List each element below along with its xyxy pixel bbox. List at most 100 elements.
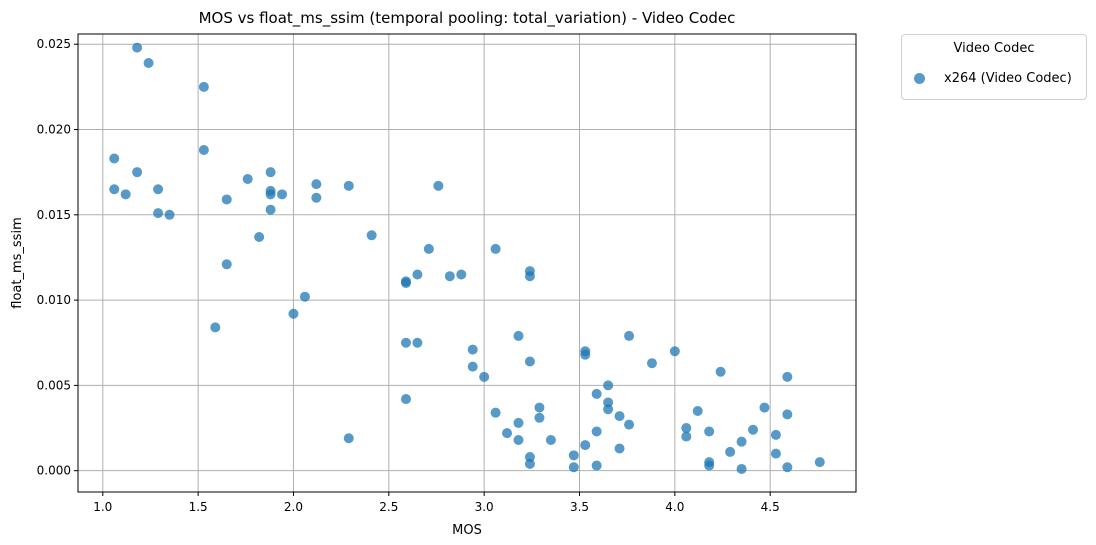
data-point [759,402,770,413]
data-point [343,180,354,191]
data-point [502,428,513,439]
data-point [580,349,591,360]
data-point [814,457,825,468]
data-point [736,463,747,474]
y-tick-label: 0.010 [37,293,71,307]
x-tick-label: 1.5 [189,500,208,514]
data-point [568,462,579,473]
x-axis-label: MOS [452,523,482,538]
data-point [580,440,591,451]
data-point [400,394,411,405]
data-point [143,57,154,68]
data-point [198,144,209,155]
x-tick-label: 1.0 [93,500,112,514]
data-point [164,209,175,220]
x-tick-label: 3.5 [570,500,589,514]
data-point [109,184,120,195]
data-point [782,462,793,473]
grid-lines [78,34,856,492]
data-point [423,243,434,254]
data-point [545,434,556,445]
data-point [109,153,120,164]
data-point [524,356,535,367]
data-point [669,346,680,357]
data-point [591,426,602,437]
data-point [299,291,310,302]
x-tick-label: 4.0 [665,500,684,514]
data-point [400,278,411,289]
y-tick-label: 0.015 [37,208,71,222]
data-point [343,433,354,444]
data-point [242,173,253,184]
y-axis-label: float_ms_ssim [10,217,25,308]
data-point [265,167,276,178]
data-point [646,358,657,369]
x-tick-label: 3.0 [475,500,494,514]
data-point [311,192,322,203]
x-tick-label: 4.5 [761,500,780,514]
data-point [265,189,276,200]
data-point [748,424,759,435]
data-point [692,405,703,416]
data-point [132,42,143,53]
data-point [704,426,715,437]
data-point [254,231,265,242]
x-axis-ticks: 1.0 1.5 2.0 2.5 3.0 3.5 4.0 4.5 [93,492,780,514]
data-point [490,407,501,418]
data-point [614,443,625,454]
legend-label: x264 (Video Codec) [944,71,1072,86]
legend: Video Codec x264 (Video Codec) [901,34,1087,100]
legend-marker [914,73,925,84]
data-point [198,81,209,92]
data-point [524,458,535,469]
y-tick-label: 0.000 [37,464,71,478]
data-point [715,366,726,377]
data-point [120,189,131,200]
data-point [467,344,478,355]
chart-title: MOS vs float_ms_ssim (temporal pooling: … [199,9,736,28]
data-point [770,429,781,440]
data-point [782,409,793,420]
data-point [603,404,614,415]
data-point [467,361,478,372]
data-point [311,179,322,190]
data-point [534,412,545,423]
data-point [614,411,625,422]
data-point [736,436,747,447]
legend-item: x264 (Video Codec) [914,71,1072,86]
data-point [277,189,288,200]
y-tick-label: 0.005 [37,378,71,392]
data-point [681,423,692,434]
data-point [704,460,715,471]
data-point [490,243,501,254]
data-point [444,271,455,282]
data-point [433,180,444,191]
plot-frame [77,33,857,493]
legend-title: Video Codec [953,41,1035,56]
data-point [513,434,524,445]
data-point [603,380,614,391]
data-point [132,167,143,178]
data-point [366,230,377,241]
y-tick-label: 0.020 [37,123,71,137]
data-point [524,271,535,282]
data-point [221,194,232,205]
x-tick-label: 2.0 [284,500,303,514]
data-point [400,337,411,348]
y-tick-label: 0.025 [37,37,71,51]
y-axis-ticks: 0.000 0.005 0.010 0.015 0.020 0.025 [37,37,78,478]
data-point [568,450,579,461]
data-points [109,42,825,474]
data-point [288,308,299,319]
data-point [624,330,635,341]
data-point [770,448,781,459]
data-point [412,269,423,280]
data-point [153,208,164,219]
data-point [513,417,524,428]
data-point [624,419,635,430]
data-point [681,431,692,442]
data-point [210,322,221,333]
data-point [534,402,545,413]
data-point [591,388,602,399]
